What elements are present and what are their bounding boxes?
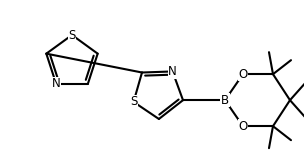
Text: O: O	[238, 68, 248, 81]
Text: B: B	[221, 94, 229, 107]
Text: S: S	[130, 95, 137, 108]
Text: S: S	[68, 28, 76, 41]
Text: N: N	[52, 77, 60, 90]
Text: N: N	[168, 65, 177, 78]
Text: O: O	[238, 120, 248, 133]
